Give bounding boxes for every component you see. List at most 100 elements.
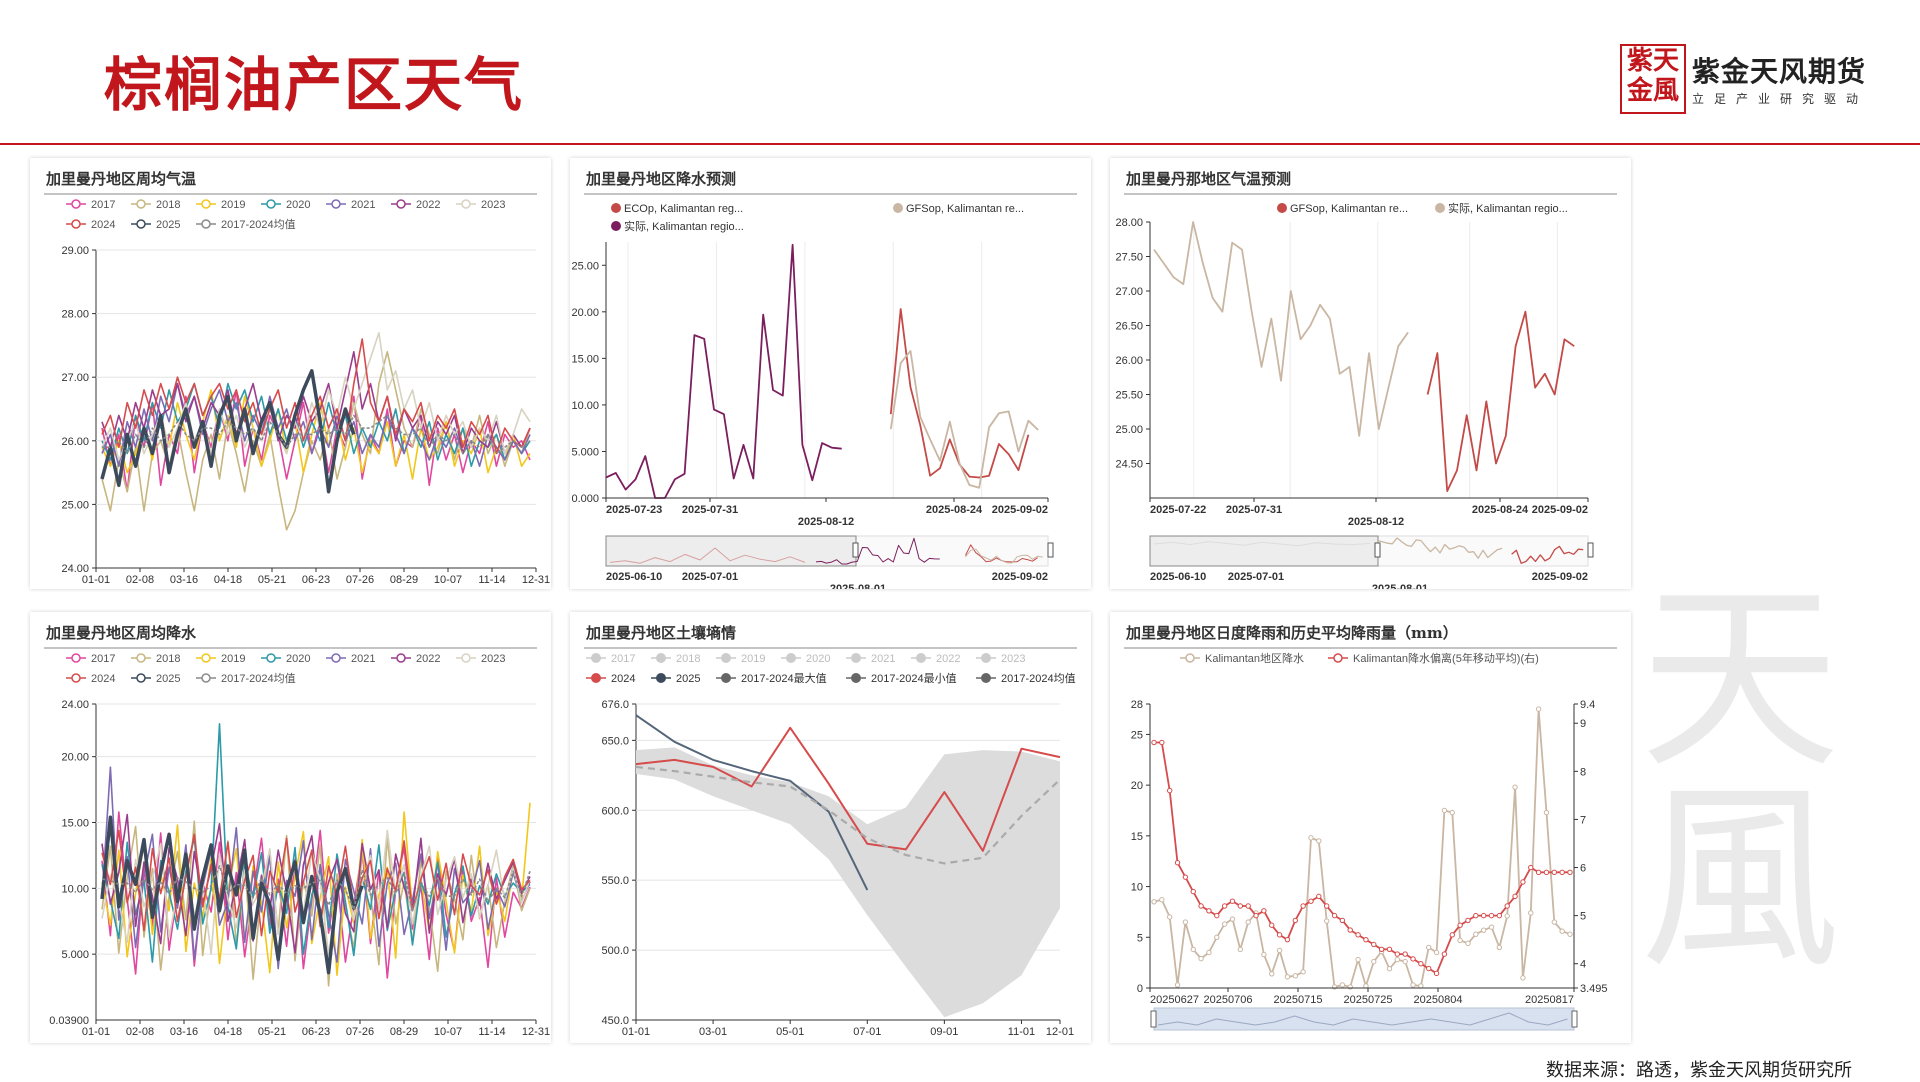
series-line-deviation-point [1339, 917, 1346, 924]
series-line-deviation-point [1308, 898, 1314, 904]
legend-item-2022-5: 2022 [391, 653, 440, 665]
x-tick-label: 03-16 [170, 1026, 198, 1038]
series-line-rainfall-point [1174, 982, 1181, 988]
legend-item-0: ECOp, Kalimantan reg... [611, 203, 743, 215]
series-line-2025-1 [635, 714, 869, 891]
x-tick-label: 12-31 [522, 1026, 550, 1038]
y-tick-label: 25.00 [1115, 424, 1143, 436]
x-tick-label: 20250804 [1414, 994, 1463, 1006]
y2-tick-label: 7 [1580, 814, 1586, 826]
navigator-tick-label: 2025-07-01 [1228, 571, 1284, 583]
y-tick-label: 24.00 [61, 563, 89, 575]
x-tick-label: 20250706 [1204, 994, 1253, 1006]
legend-marker [201, 673, 211, 683]
navigator-handle[interactable] [1374, 542, 1381, 558]
series-line-deviation-point [1363, 936, 1369, 943]
series-line-1 [1426, 310, 1575, 492]
navigator-history [1153, 541, 1371, 547]
legend-marker [611, 203, 621, 213]
series-line-deviation-point [1457, 922, 1463, 928]
x-tick-label: 2025-08-24 [1472, 504, 1529, 516]
legend-marker [71, 673, 81, 683]
series-line-rainfall-point [1488, 924, 1495, 930]
x-tick-label: 2025-09-02 [992, 504, 1048, 516]
series-line-rainfall-point [1426, 944, 1432, 951]
y-tick-label: 27.50 [1115, 252, 1143, 264]
x-tick-label: 05-01 [776, 1026, 804, 1038]
x-tick-label: 2025-07-31 [682, 504, 738, 516]
x-tick-label: 07-01 [853, 1026, 881, 1038]
chart-title: 加里曼丹地区日度降雨和历史平均降雨量（mm） [1126, 624, 1458, 642]
series-line-2025-8 [100, 815, 364, 975]
x-tick-label: 20250817 [1525, 994, 1574, 1006]
series-line-deviation-point [1261, 908, 1267, 914]
y-tick-label: 10.00 [571, 400, 599, 412]
navigator-handle[interactable] [852, 542, 859, 558]
series-line-rainfall-point [1551, 919, 1558, 925]
y2-tick-label: 6 [1580, 863, 1586, 875]
y-tick-label: 28.00 [1115, 217, 1143, 229]
navigator-handle[interactable] [1587, 542, 1594, 558]
series-line-deviation-point [1496, 912, 1503, 919]
navigator-handle[interactable] [1047, 542, 1054, 558]
chart-svg: 2017 2018 2019 2020 2021 2022 2023 2024 2025 2017… [584, 647, 1077, 1038]
legend-label: 2017 [611, 653, 635, 665]
series-line-rainfall-point [1567, 931, 1573, 937]
x-tick-label: 20250715 [1274, 994, 1323, 1006]
series-line-rainfall-point [1520, 975, 1526, 981]
series-line-deviation-point [1441, 951, 1448, 957]
legend-label: 2017 [91, 199, 115, 211]
navigator-tick-label: 2025-08-01 [1372, 583, 1428, 589]
series-line-rainfall-point [1347, 984, 1353, 990]
legend-item-2019-2: 2019 [716, 653, 765, 665]
logo-mark-icon: 紫天金風 [1620, 44, 1686, 114]
x-tick-label: 02-08 [126, 574, 154, 586]
y-tick-label: 676.0 [601, 699, 629, 711]
series-line-deviation-point [1473, 912, 1479, 919]
series-line-2025-8 [100, 369, 356, 494]
legend-marker [71, 199, 81, 209]
legend-item-2021-4: 2021 [846, 653, 895, 665]
legend-item-2018-1: 2018 [651, 653, 700, 665]
series-line-rainfall-point [1331, 984, 1338, 990]
legend-label: 2020 [806, 653, 830, 665]
series-line-rainfall-point [1284, 974, 1291, 980]
series-line-deviation-point [1174, 860, 1181, 866]
series-line-rainfall-point [1323, 918, 1330, 924]
navigator-tick-label: 2025-06-10 [606, 571, 662, 583]
navigator-handle[interactable] [1571, 1010, 1578, 1028]
y-tick-label: 450.0 [601, 1015, 629, 1027]
legend-marker [893, 203, 903, 213]
y-tick-label: 15.00 [571, 353, 599, 365]
x-tick-label: 2025-08-24 [926, 504, 983, 516]
legend-item-2017-2024-11: 2017-2024均值 [976, 672, 1076, 685]
x-tick-label: 06-23 [302, 574, 330, 586]
y-tick-label: 25.00 [61, 499, 89, 511]
legend-label: 2024 [91, 219, 115, 231]
legend-item-0: GFSop, Kalimantan re... [1277, 203, 1408, 215]
series-line-deviation-point [1269, 922, 1275, 928]
navigator-handle[interactable] [1150, 1010, 1157, 1028]
legend-label: 2022 [416, 653, 440, 665]
y-tick-label: 27.00 [1115, 286, 1143, 298]
legend-label: 2025 [676, 673, 700, 685]
series-line-deviation-point [1551, 869, 1558, 876]
series-line-0 [1153, 221, 1409, 437]
y2-tick-label: 4 [1580, 959, 1586, 971]
chart-title: 加里曼丹地区降水预测 [586, 170, 737, 188]
y-tick-label: 5.000 [571, 446, 599, 458]
y-tick-label: 28 [1131, 699, 1143, 711]
series-line-rainfall-point [1402, 958, 1408, 965]
navigator-window[interactable] [605, 535, 857, 567]
y-tick-label: 20.00 [571, 307, 599, 319]
x-tick-label: 10-07 [434, 574, 462, 586]
legend-item-2017-2024-10: 2017-2024最小值 [846, 672, 957, 685]
legend-item-2025-8: 2025 [131, 219, 180, 231]
legend-marker [981, 653, 991, 663]
x-tick-label: 07-26 [346, 1026, 374, 1038]
series-line-rainfall-point [1159, 897, 1165, 903]
series-line-rainfall-point [1480, 927, 1487, 933]
x-tick-label: 08-29 [390, 1026, 418, 1038]
series-line-deviation-point [1182, 874, 1189, 880]
navigator-window[interactable] [1149, 535, 1379, 567]
